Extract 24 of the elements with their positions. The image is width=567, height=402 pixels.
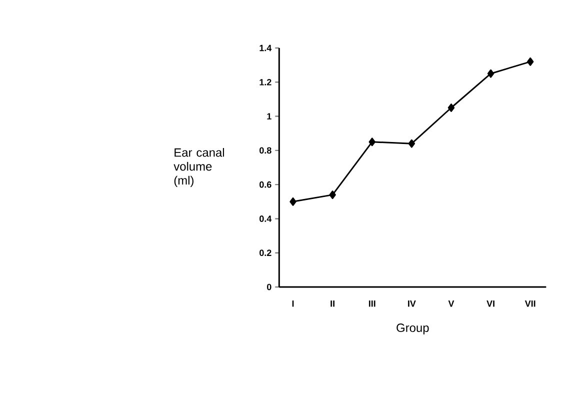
point xyxy=(408,139,416,148)
x-tick-label: II xyxy=(330,300,334,307)
y-tick-label: 1 xyxy=(267,113,272,120)
x-tick-label: VII xyxy=(524,300,536,307)
y-tick-label: 1.4 xyxy=(260,44,272,52)
x-tick-label: V xyxy=(448,300,454,307)
x-tick-label: III xyxy=(368,300,376,307)
x-tick-label: IV xyxy=(408,300,416,307)
y-tick-label: 1.2 xyxy=(260,79,272,86)
point xyxy=(448,104,455,112)
x-axis-title: Group xyxy=(396,324,429,334)
point xyxy=(329,190,336,200)
point xyxy=(290,197,296,206)
y-axis-title: Ear canal volume (ml) xyxy=(174,148,224,188)
y-tick-label: 0 xyxy=(267,284,272,290)
point xyxy=(487,69,494,78)
x-tick-label: I xyxy=(292,300,294,307)
point xyxy=(526,57,534,66)
y-tick-label: 0.2 xyxy=(260,250,272,256)
y-tick-label: 0.8 xyxy=(260,147,272,154)
point xyxy=(368,138,376,146)
y-tick-label: 0.4 xyxy=(260,216,272,222)
x-tick-label: VI xyxy=(486,300,494,307)
y-tick-label: 0.6 xyxy=(260,181,272,188)
